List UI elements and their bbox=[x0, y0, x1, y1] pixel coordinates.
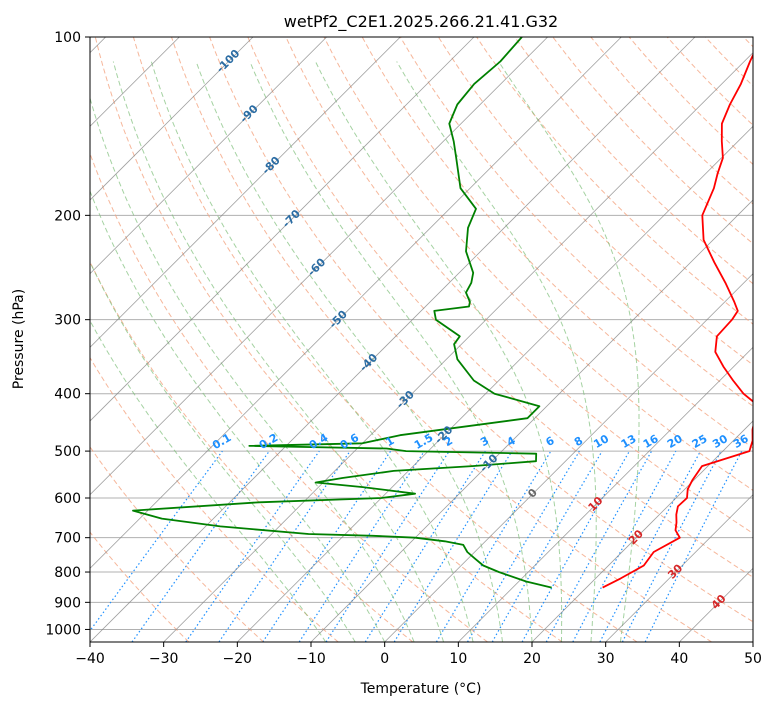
dry-adiabat-line bbox=[437, 37, 753, 366]
sounding-series bbox=[132, 37, 753, 589]
moist-adiabat-line bbox=[90, 319, 327, 642]
moist-adiabat-line bbox=[150, 61, 474, 642]
moist-adiabat-lines bbox=[90, 61, 640, 642]
y-tick-label: 900 bbox=[54, 595, 81, 611]
isotherm-line bbox=[531, 420, 753, 642]
moist-adiabat-line bbox=[90, 189, 386, 642]
dry-adiabat-line bbox=[552, 37, 753, 245]
dry-adiabat-line bbox=[285, 37, 753, 534]
moist-adiabat-line bbox=[90, 260, 356, 642]
isotherm-line bbox=[237, 125, 753, 642]
y-tick-label: 100 bbox=[54, 30, 81, 46]
moist-adiabat-line bbox=[315, 61, 563, 642]
x-tick-label: 50 bbox=[744, 651, 762, 667]
isotherm-line bbox=[605, 494, 753, 642]
dry-adiabat-line bbox=[94, 37, 563, 642]
y-axis-ticks: 1000 900 800 700 600 500 400 300 200 100 bbox=[45, 30, 90, 638]
isotherm-line bbox=[90, 37, 548, 496]
x-tick-label: −40 bbox=[75, 651, 105, 667]
plot-background bbox=[90, 37, 753, 642]
x-tick-label: 0 bbox=[380, 651, 389, 667]
dry-adiabat-line bbox=[209, 37, 753, 623]
y-tick-label: 500 bbox=[54, 444, 81, 460]
mixing-ratio-line bbox=[644, 450, 743, 642]
dry-adiabat-line bbox=[90, 356, 339, 642]
moist-adiabat-line bbox=[90, 96, 415, 642]
dry-adiabat-line bbox=[590, 37, 753, 205]
mixing-ratio-line bbox=[393, 450, 513, 642]
chart-title: wetPf2_C2E1.2025.266.21.41.G32 bbox=[284, 12, 558, 32]
x-tick-label: 40 bbox=[670, 651, 688, 667]
isotherm-line bbox=[163, 52, 753, 642]
dry-adiabat-line bbox=[399, 37, 753, 407]
plot-frame bbox=[89, 36, 754, 643]
y-tick-label: 700 bbox=[54, 531, 81, 547]
y-tick-label: 300 bbox=[54, 313, 81, 329]
dry-adiabat-line bbox=[247, 37, 753, 578]
y-tick-label: 600 bbox=[54, 491, 81, 507]
x-tick-label: 20 bbox=[523, 651, 541, 667]
mixing-ratio-line bbox=[185, 450, 320, 642]
mixing-ratio-line bbox=[298, 450, 425, 642]
temperature-profile-line bbox=[602, 52, 753, 589]
x-axis-ticks: −40 −30 −20 −10 0 10 20 30 40 50 bbox=[75, 642, 762, 667]
moist-adiabat-line bbox=[195, 61, 503, 642]
dry-adiabat-line bbox=[171, 37, 712, 642]
isotherm-line bbox=[90, 37, 401, 348]
isotherm-line bbox=[90, 37, 254, 201]
mixing-ratio-line bbox=[521, 450, 631, 642]
x-axis-title: Temperature (°C) bbox=[360, 681, 482, 697]
dry-adiabat-line bbox=[90, 260, 414, 642]
isotherm-line bbox=[90, 37, 475, 422]
y-tick-label: 400 bbox=[54, 387, 81, 403]
x-tick-label: −20 bbox=[223, 651, 253, 667]
isotherm-line bbox=[90, 37, 622, 569]
isotherm-lines bbox=[90, 37, 753, 642]
dry-adiabat-line bbox=[90, 531, 190, 642]
mixing-ratio-line bbox=[90, 450, 223, 632]
x-tick-label: 10 bbox=[449, 651, 467, 667]
dry-adiabat-line bbox=[323, 37, 753, 491]
y-tick-label: 200 bbox=[54, 208, 81, 224]
mixing-ratio-line bbox=[545, 450, 653, 642]
mixing-ratio-line bbox=[325, 450, 450, 642]
dry-adiabat-line bbox=[132, 37, 638, 642]
mixing-ratio-line bbox=[572, 450, 677, 642]
isotherm-line bbox=[310, 199, 753, 642]
mixing-ratio-line bbox=[131, 450, 270, 642]
moist-adiabat-line bbox=[249, 61, 533, 642]
mixing-ratio-line bbox=[218, 450, 351, 642]
dry-adiabat-line bbox=[476, 37, 753, 325]
moist-adiabat-line bbox=[396, 61, 597, 642]
isotherm-line bbox=[458, 346, 753, 642]
x-tick-label: −10 bbox=[296, 651, 326, 667]
dewpoint-profile-line bbox=[132, 37, 552, 589]
x-tick-label: 30 bbox=[597, 651, 615, 667]
y-axis-title: Pressure (hPa) bbox=[11, 289, 27, 389]
isotherm-line bbox=[90, 37, 696, 642]
isotherm-line bbox=[384, 273, 753, 642]
x-tick-label: −30 bbox=[149, 651, 179, 667]
mixing-ratio-lines bbox=[90, 450, 743, 642]
moist-adiabat-line bbox=[112, 61, 445, 642]
y-tick-label: 1000 bbox=[45, 622, 81, 638]
mixing-ratio-line bbox=[262, 450, 392, 642]
isotherm-line bbox=[90, 37, 327, 275]
moist-adiabat-line bbox=[498, 61, 640, 642]
y-tick-label: 800 bbox=[54, 565, 81, 581]
